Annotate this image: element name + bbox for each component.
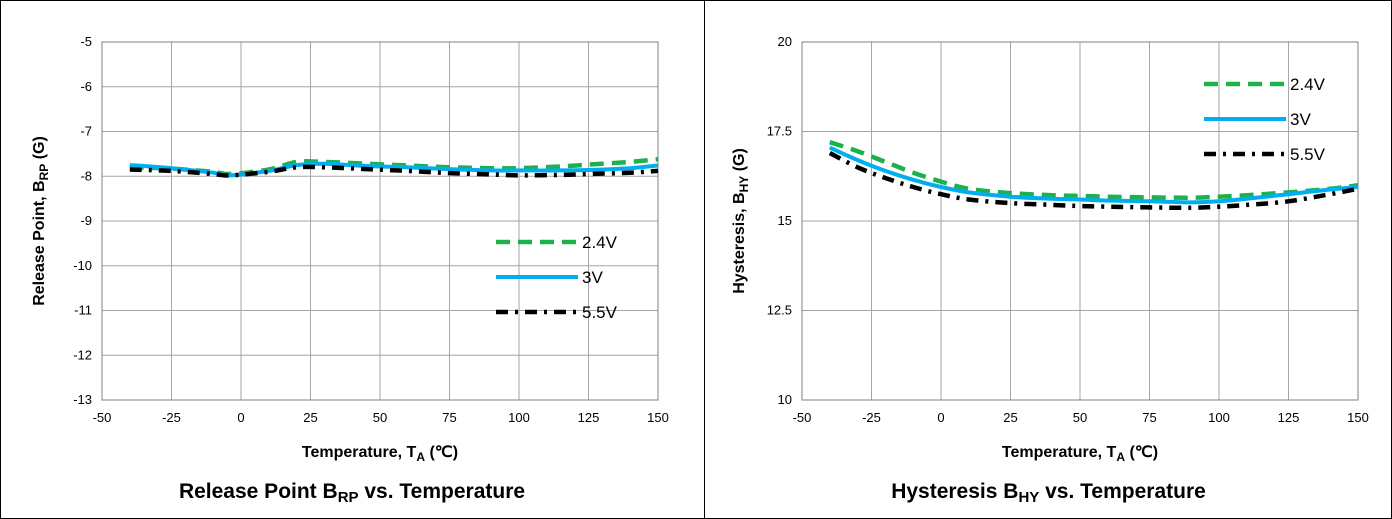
x-tick-label: -25	[862, 410, 881, 425]
y-tick-label: -8	[80, 168, 92, 183]
series-line-3V	[828, 145, 1358, 205]
x-tick-label: 75	[442, 410, 456, 425]
series-line-5-5V	[828, 151, 1358, 211]
y-axis-title: Hysteresis, BHY (G)	[731, 148, 751, 294]
x-axis-title-sub: A	[1116, 450, 1125, 464]
x-axis-title-sub: A	[416, 450, 425, 464]
grid-lines	[801, 41, 1359, 401]
series-line-2-4V	[829, 140, 1358, 200]
x-axis-title: Temperature, TA (℃)	[302, 444, 458, 464]
caption-sub: RP	[337, 489, 359, 506]
y-axis-title-main: Release Point, B	[31, 180, 48, 305]
x-tick-label: 100	[1208, 410, 1230, 425]
y-tick-labels: -5 -6 -7 -8 -9 -10 -11 -12 -13	[73, 34, 92, 407]
y-tick-label: 15	[778, 213, 792, 228]
y-tick-label: -10	[73, 258, 92, 273]
legend-label: 2.4V	[582, 233, 618, 252]
x-tick-label: -50	[793, 410, 812, 425]
caption-main: Hysteresis B	[891, 480, 1019, 503]
panel-divider	[704, 0, 705, 519]
y-axis-title-suffix: (G)	[731, 148, 748, 176]
y-axis-title-sub: HY	[737, 176, 751, 193]
hysteresis-panel: -50 -25 0 25 50 75 100 125 150 20 17.5 15 12.5 10 Temp…	[705, 0, 1392, 519]
series-lines	[828, 140, 1358, 211]
y-tick-label: 17.5	[767, 124, 792, 139]
release-point-chart: -50 -25 0 25 50 75 100 125 150 -5 -6 -7 -8 -9 -10 -11 -1…	[31, 34, 669, 464]
y-tick-label: -12	[73, 347, 92, 362]
x-tick-label: -25	[162, 410, 181, 425]
grid-lines	[101, 41, 659, 401]
plot-area-border	[101, 41, 659, 401]
x-tick-label: 50	[1073, 410, 1087, 425]
y-tick-label: -5	[80, 34, 92, 49]
y-tick-labels: 20 17.5 15 12.5 10	[767, 34, 792, 407]
x-tick-label: 150	[647, 410, 669, 425]
y-tick-label: -7	[80, 124, 92, 139]
y-tick-label: -6	[80, 79, 92, 94]
y-tick-label: -11	[74, 303, 92, 318]
x-tick-label: 100	[508, 410, 530, 425]
legend: 2.4V 3V 5.5V	[1204, 75, 1326, 164]
caption-sub: HY	[1018, 489, 1040, 506]
legend-label: 5.5V	[582, 303, 618, 322]
x-tick-label: 150	[1347, 410, 1369, 425]
hysteresis-caption: Hysteresis BHY vs. Temperature	[705, 480, 1392, 506]
legend-label: 3V	[582, 268, 603, 287]
x-tick-label: 0	[937, 410, 944, 425]
x-axis-title-suffix: (℃)	[1125, 444, 1158, 461]
y-tick-label: 12.5	[767, 303, 792, 318]
x-axis-title-suffix: (℃)	[425, 444, 458, 461]
release-point-panel: -50 -25 0 25 50 75 100 125 150 -5 -6 -7 -8 -9 -10 -11 -1…	[0, 34, 704, 506]
x-axis-title: Temperature, TA (℃)	[1002, 444, 1158, 464]
x-tick-labels: -50 -25 0 25 50 75 100 125 150	[793, 410, 1369, 425]
x-axis-title-main: Temperature, T	[1002, 444, 1117, 461]
hysteresis-chart: -50 -25 0 25 50 75 100 125 150 20 17.5 15 12.5 10 Temp…	[731, 34, 1369, 464]
y-axis-title: Release Point, BRP (G)	[31, 136, 51, 306]
y-tick-label: -9	[80, 213, 92, 228]
y-axis-title-sub: RP	[37, 164, 51, 181]
x-tick-label: 125	[578, 410, 600, 425]
legend-label: 3V	[1290, 110, 1311, 129]
y-tick-label: 20	[778, 34, 792, 49]
x-tick-label: 75	[1142, 410, 1156, 425]
y-axis-title-main: Hysteresis, B	[731, 192, 748, 293]
x-tick-label: 25	[1003, 410, 1017, 425]
legend-label: 2.4V	[1290, 75, 1326, 94]
y-tick-label: -13	[73, 392, 92, 407]
series-lines	[129, 156, 658, 178]
x-tick-label: 25	[303, 410, 317, 425]
x-tick-label: 50	[373, 410, 387, 425]
y-axis-title-suffix: (G)	[31, 136, 48, 164]
caption-suffix: vs. Temperature	[1039, 480, 1206, 503]
x-tick-labels: -50 -25 0 25 50 75 100 125 150	[93, 410, 669, 425]
y-tick-label: 10	[778, 392, 792, 407]
x-tick-label: 0	[237, 410, 244, 425]
series-line-5-5V	[129, 164, 658, 178]
plot-area-border	[801, 41, 1359, 401]
release-point-caption: Release Point BRP vs. Temperature	[0, 480, 704, 506]
x-axis-title-main: Temperature, T	[302, 444, 417, 461]
x-tick-label: -50	[93, 410, 112, 425]
legend: 2.4V 3V 5.5V	[496, 233, 618, 322]
x-tick-label: 125	[1278, 410, 1300, 425]
caption-suffix: vs. Temperature	[358, 480, 526, 503]
caption-main: Release Point B	[178, 480, 338, 503]
legend-label: 5.5V	[1290, 145, 1326, 164]
